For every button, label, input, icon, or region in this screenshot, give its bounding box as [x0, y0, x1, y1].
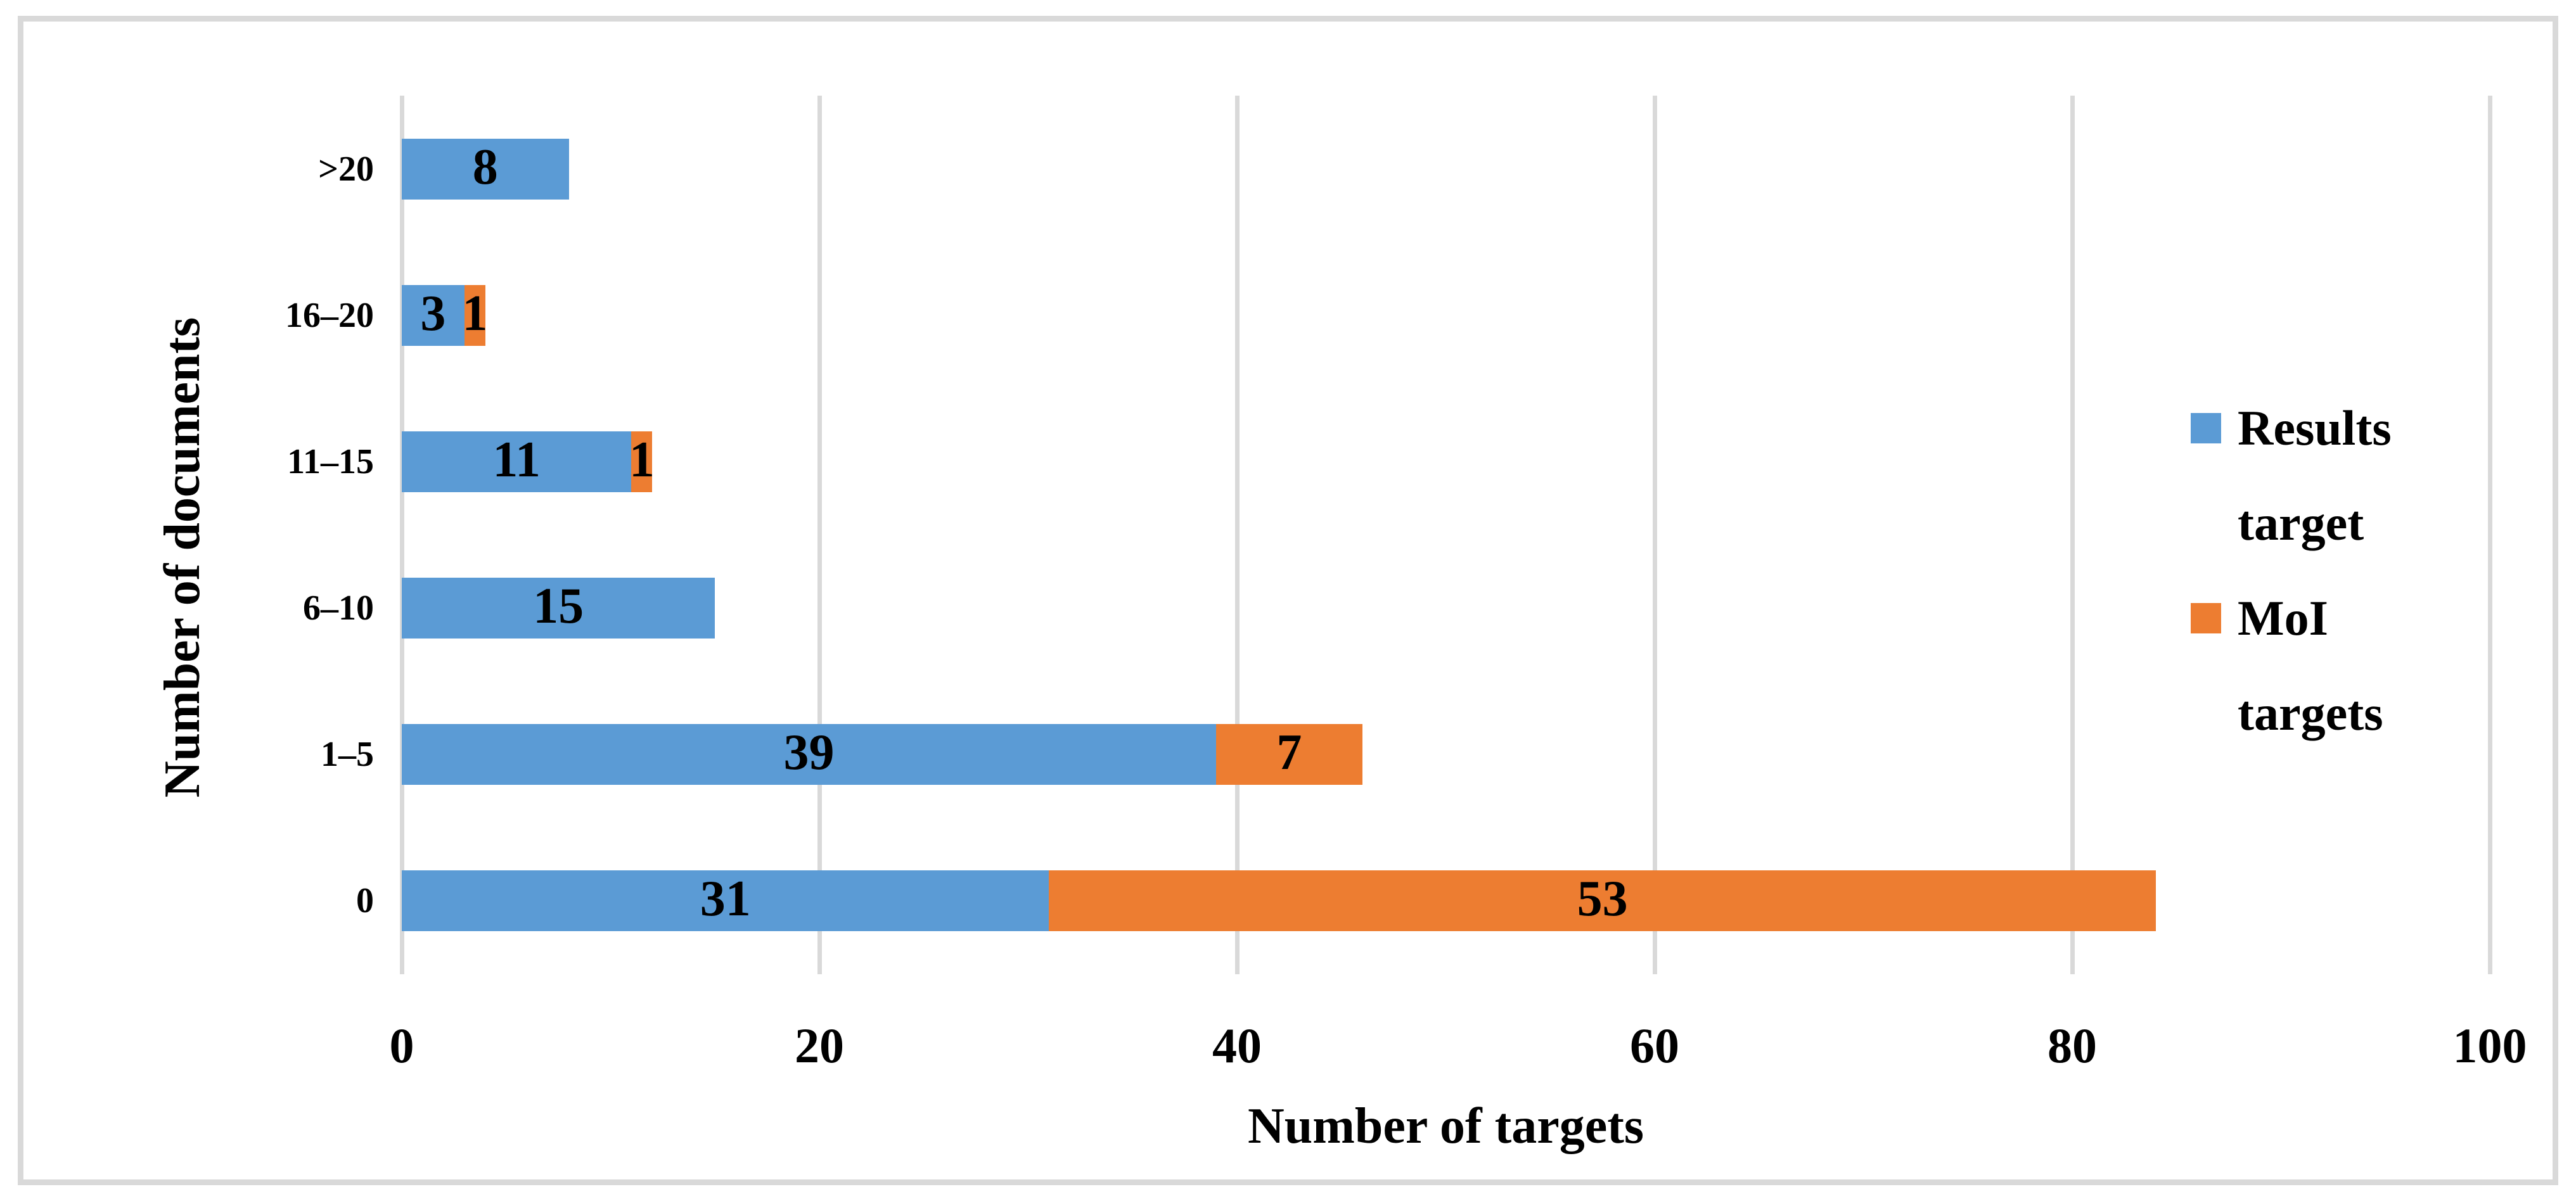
legend-item-moi-targets: MoI targets: [2191, 571, 2546, 761]
gridline-100: [2487, 96, 2492, 974]
bar-segment-moi-targets-0: 53: [1049, 870, 2156, 932]
bar-segment-moi-targets-11-15: 1: [629, 431, 655, 492]
gridline-60: [1652, 96, 1657, 974]
data-label-moi-targets-16-20: 1: [462, 285, 488, 341]
bar-segment-results-target-20: 8: [402, 138, 569, 200]
gridline-40: [1234, 96, 1240, 974]
legend-swatch-results-target: [2191, 413, 2221, 443]
legend-item-label: Results target: [2238, 400, 2392, 550]
figure-frame: [18, 16, 2558, 1185]
bar-segment-results-target-11-15: 11: [402, 431, 632, 492]
category-label-11-15: 11–15: [287, 442, 374, 481]
x-tick-label-20: 20: [795, 1018, 844, 1073]
x-tick-label-40: 40: [1212, 1018, 1262, 1073]
bar-segment-moi-targets-16-20: 1: [462, 284, 488, 346]
x-tick-label-100: 100: [2452, 1018, 2527, 1073]
category-label-20: >20: [318, 149, 374, 189]
category-label-6-10: 6–10: [303, 588, 374, 628]
gridline-80: [2070, 96, 2075, 974]
data-label-results-target-6-10: 15: [533, 578, 584, 634]
legend-item-results-target: Results target: [2191, 381, 2546, 571]
data-label-moi-targets-1-5: 7: [1276, 725, 1302, 781]
x-axis-title: Number of targets: [1247, 1098, 1644, 1154]
legend: Results target MoI targets: [2191, 381, 2546, 761]
x-tick-label-60: 60: [1630, 1018, 1679, 1073]
gridline-0: [399, 96, 404, 974]
data-label-results-target-0: 31: [700, 871, 751, 927]
data-label-results-target-11-15: 11: [492, 431, 541, 488]
bar-segment-results-target-16-20: 3: [402, 284, 465, 346]
category-label-0: 0: [356, 881, 374, 921]
data-label-results-target-20: 8: [472, 139, 498, 195]
x-tick-label-0: 0: [389, 1018, 414, 1073]
data-label-moi-targets-0: 53: [1577, 871, 1628, 927]
category-label-16-20: 16–20: [285, 295, 374, 335]
gridline-20: [817, 96, 822, 974]
bar-segment-results-target-1-5: 39: [402, 724, 1217, 785]
category-label-1-5: 1–5: [321, 735, 374, 775]
bar-segment-results-target-0: 31: [402, 870, 1049, 932]
data-label-results-target-16-20: 3: [420, 285, 446, 341]
x-tick-label-80: 80: [2047, 1018, 2097, 1073]
legend-item-label: MoI targets: [2238, 590, 2383, 740]
bar-segment-results-target-6-10: 15: [402, 578, 715, 639]
bar-segment-moi-targets-1-5: 7: [1216, 724, 1362, 785]
data-label-results-target-1-5: 39: [783, 725, 835, 781]
legend-swatch-moi-targets: [2191, 603, 2221, 633]
data-label-moi-targets-11-15: 1: [629, 431, 655, 488]
